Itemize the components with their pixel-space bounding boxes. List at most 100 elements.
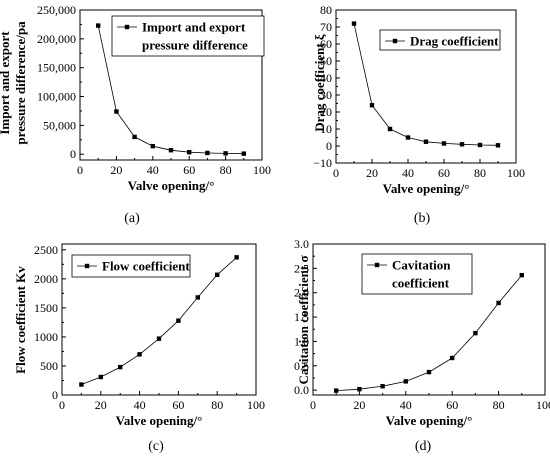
x-tick-label: 40 [402, 166, 414, 180]
legend-label: coefficient [392, 276, 450, 291]
panel-caption: (d) [415, 439, 432, 454]
x-tick-label: 100 [253, 163, 271, 177]
data-point [426, 369, 432, 375]
y-axis-label: pressure difference/pa [13, 21, 28, 145]
y-tick-label: 50 [320, 54, 332, 68]
y-tick-label: 30 [320, 88, 332, 102]
y-tick-label: 2500 [34, 243, 58, 257]
y-tick-label: 70 [320, 20, 332, 34]
data-point [495, 143, 501, 148]
x-tick-label: 60 [172, 398, 184, 412]
x-axis-label: Valve opening/° [386, 413, 473, 428]
x-tick-label: 60 [183, 163, 195, 177]
legend-label: Drag coefficient [410, 34, 499, 49]
y-tick-label: 500 [40, 359, 58, 373]
legend-box [361, 253, 473, 295]
data-point [118, 364, 123, 370]
legend-marker [374, 262, 380, 268]
y-axis-label: Flow coefficient Kv [13, 266, 28, 374]
legend-marker [84, 263, 90, 269]
y-tick-label: 1500 [34, 301, 58, 315]
data-point [459, 142, 465, 147]
panel-caption: (b) [414, 211, 431, 226]
data-point [195, 295, 200, 300]
x-tick-label: 40 [147, 163, 159, 177]
data-point [205, 150, 210, 156]
data-point [477, 142, 483, 148]
x-tick-label: 100 [507, 166, 525, 180]
data-point [334, 388, 339, 393]
x-tick-label: 60 [438, 166, 450, 180]
data-point [223, 151, 228, 156]
data-point [234, 255, 239, 260]
data-point [496, 300, 501, 306]
x-tick-label: 40 [134, 398, 146, 412]
data-point [137, 352, 142, 357]
data-point [114, 109, 119, 114]
y-tick-label: 0 [52, 388, 58, 402]
x-tick-label: 100 [536, 398, 550, 412]
y-tick-label: 1.0 [294, 334, 309, 348]
x-tick-label: 0 [77, 163, 83, 177]
data-point [351, 21, 357, 26]
y-tick-label: 40 [320, 71, 332, 85]
y-axis-label: Import and export [0, 31, 12, 135]
legend-label: Import and export [142, 20, 246, 35]
data-point [387, 126, 393, 132]
x-axis-label: Valve opening/° [383, 181, 470, 196]
y-axis-label: Cavitation coefficient σ [296, 255, 311, 384]
x-axis-label: Valve opening/° [128, 178, 215, 193]
x-tick-label: 80 [211, 398, 223, 412]
x-tick-label: 0 [333, 166, 339, 180]
y-tick-label: 1.5 [294, 310, 309, 324]
legend-label: Cavitation [392, 258, 451, 273]
y-tick-label: 150,000 [37, 61, 76, 75]
x-tick-label: 0 [310, 398, 316, 412]
x-tick-label: 20 [110, 163, 122, 177]
legend-label: Flow coefficient [102, 259, 190, 274]
y-tick-label: 20 [320, 105, 332, 119]
legend-label: pressure difference [142, 38, 248, 53]
y-tick-label: 2.0 [294, 286, 309, 300]
data-point [215, 272, 220, 277]
x-axis-label: Valve opening/° [116, 413, 203, 428]
x-tick-label: 40 [400, 398, 412, 412]
data-point [473, 330, 478, 336]
legend-marker [124, 24, 130, 30]
data-point [187, 150, 192, 155]
x-tick-label: 20 [353, 398, 365, 412]
data-point [241, 151, 246, 156]
y-tick-label: 2000 [34, 272, 58, 286]
x-tick-label: 60 [446, 398, 458, 412]
legend-box [71, 254, 191, 278]
x-tick-label: 80 [493, 398, 505, 412]
data-point [450, 355, 455, 361]
data-point [403, 379, 408, 384]
panel-caption: (a) [124, 211, 140, 226]
y-tick-label: 1000 [34, 330, 58, 344]
y-tick-label: 100,000 [37, 90, 76, 104]
y-tick-label: 0.5 [294, 359, 309, 373]
y-tick-label: 60 [320, 37, 332, 51]
data-point [519, 272, 524, 278]
panel-d: 0 20 40 60 80 100 0.0 0.5 1.0 1.5 2.0 2.5 3.0 Cavitat… [294, 237, 550, 454]
y-tick-label: 3.0 [294, 237, 309, 251]
legend-box [379, 29, 501, 51]
x-tick-label: 80 [220, 163, 232, 177]
y-tick-label: 50,000 [43, 118, 76, 132]
x-tick-label: 80 [474, 166, 486, 180]
data-point [405, 135, 411, 140]
data-point [98, 374, 103, 380]
data-point [79, 382, 84, 387]
data-point [132, 134, 137, 140]
data-point [423, 139, 429, 144]
x-tick-label: 20 [366, 166, 378, 180]
data-point [380, 384, 385, 389]
data-point [156, 336, 162, 341]
legend-box [111, 15, 265, 57]
x-tick-label: 20 [95, 398, 107, 412]
y-tick-label: 200,000 [37, 32, 76, 46]
x-tick-label: 0 [59, 398, 65, 412]
y-tick-label: 2.5 [294, 261, 309, 275]
